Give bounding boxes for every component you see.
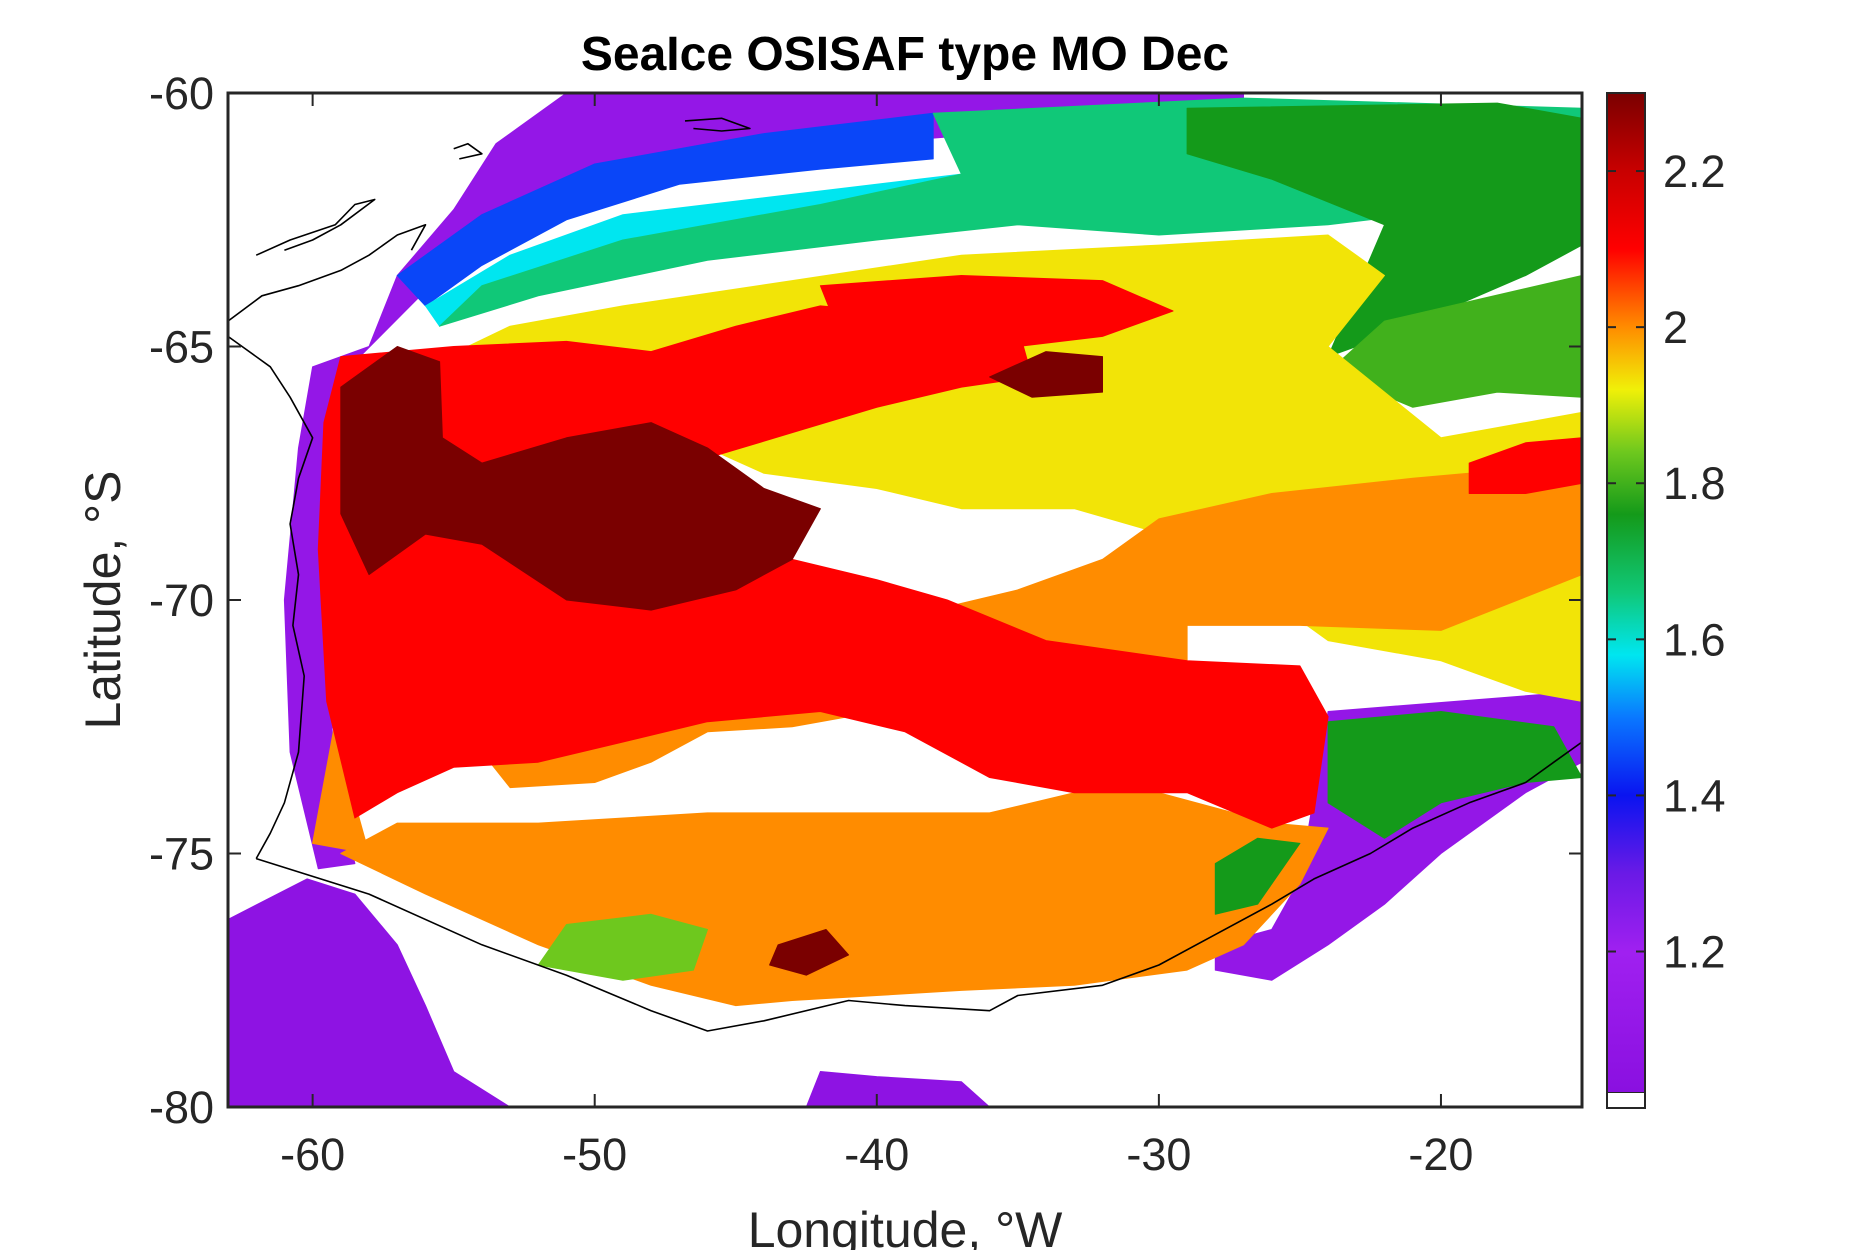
coastline-segment-1 [228, 335, 314, 859]
sea-ice-region-19 [769, 929, 850, 976]
colorbar-tick-label: 2 [1663, 302, 1688, 353]
x-tick-label: -40 [844, 1129, 909, 1180]
y-tick-label: -65 [149, 322, 214, 373]
colorbar-tick-label: 1.4 [1663, 770, 1726, 821]
x-tick-label: -50 [562, 1129, 627, 1180]
y-tick-label: -70 [149, 575, 214, 626]
colorbar-nan-swatch [1606, 1091, 1646, 1109]
chart-title: SeaIce OSISAF type MO Dec [581, 28, 1229, 81]
sea-ice-region-1 [805, 1071, 991, 1107]
sea-ice-region-15 [1468, 437, 1582, 494]
y-axis-ticks: -60 -65 -70 -75 -80 [149, 68, 1582, 1133]
sea-ice-region-0 [228, 878, 511, 1107]
colorbar-tick-label: 1.8 [1663, 458, 1726, 509]
coastline-segment-4 [453, 142, 483, 160]
coastline-segment-3 [255, 198, 376, 256]
colorbar-tick-label: 1.6 [1663, 614, 1726, 665]
coastline-segment-0 [255, 741, 1582, 1032]
x-tick-label: -60 [280, 1129, 345, 1180]
x-tick-label: -20 [1408, 1129, 1473, 1180]
x-axis-label: Longitude, °W [748, 1202, 1063, 1250]
colorbar-tick-label: 1.2 [1663, 927, 1726, 978]
colorbar-ticks: 1.2 1.4 1.6 1.8 2 2.2 [1607, 146, 1726, 978]
map-plot-area: -60 -50 -40 -30 -20 -60 -65 -70 -75 -80 [149, 68, 1584, 1180]
coastline-segment-2 [228, 224, 427, 322]
colorbar-gradient [1607, 93, 1645, 1092]
sea-ice-region-20 [1214, 837, 1301, 915]
coastline [228, 117, 1582, 1032]
sea-ice-region-4 [396, 112, 934, 307]
sea-ice-region-17 [989, 351, 1103, 398]
colorbar-frame [1606, 92, 1646, 1109]
sea-ice-regions [228, 93, 1582, 1107]
sea-ice-region-16 [340, 346, 821, 611]
sea-ice-region-14 [819, 275, 1174, 363]
y-tick-label: -75 [149, 829, 214, 880]
colorbar: 1.2 1.4 1.6 1.8 2 2.2 [1606, 92, 1726, 1109]
y-tick-label: -60 [149, 68, 214, 119]
x-axis-ticks: -60 -50 -40 -30 -20 [280, 93, 1473, 1180]
x-tick-label: -30 [1126, 1129, 1191, 1180]
colorbar-tick-label: 2.2 [1663, 146, 1726, 197]
y-axis-label: Latitude, °S [75, 470, 131, 729]
coastline-segment-5 [684, 117, 751, 132]
y-tick-label: -80 [149, 1082, 214, 1133]
